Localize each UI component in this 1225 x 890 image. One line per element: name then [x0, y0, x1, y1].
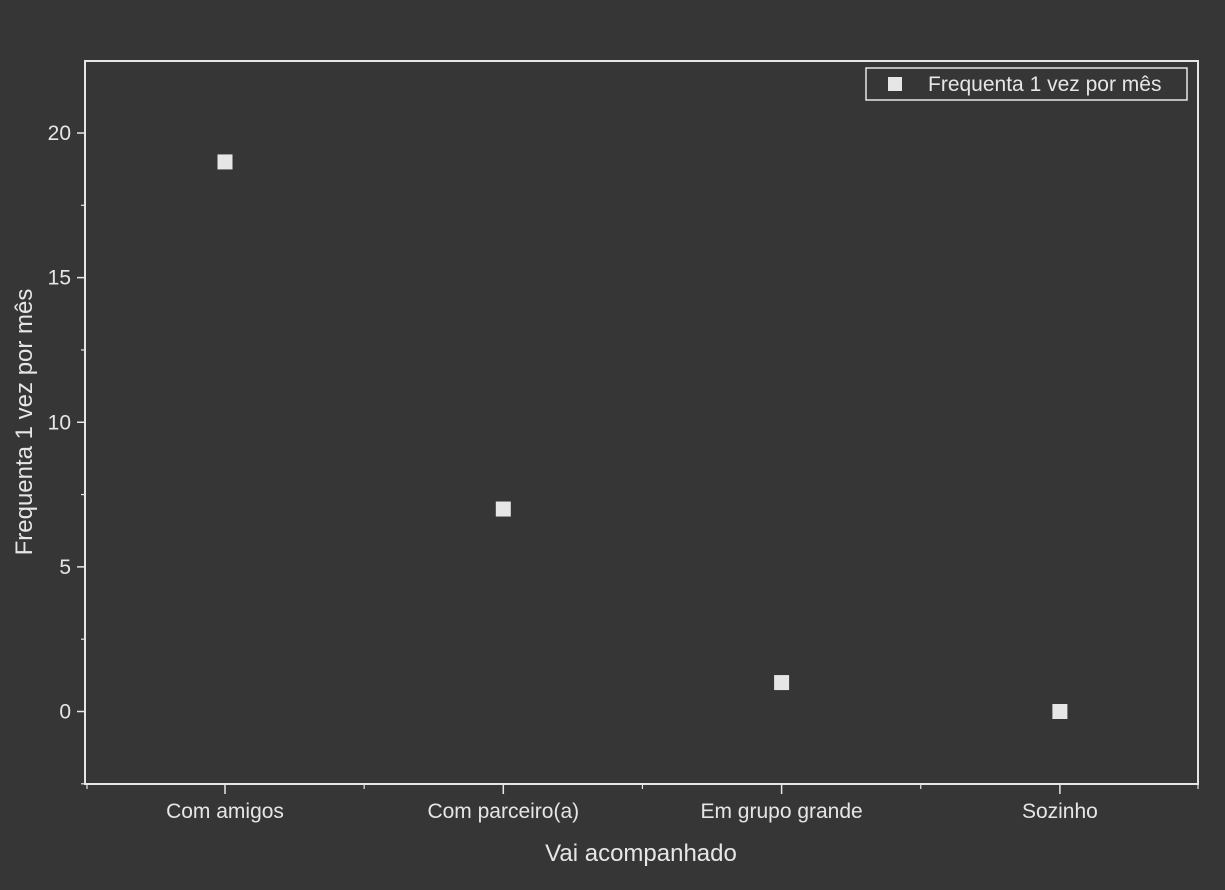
- y-axis: 0 5 10 15 20: [48, 122, 85, 785]
- plot-frame: [84, 60, 1199, 785]
- y-tick-label: 15: [48, 267, 71, 290]
- x-tick-label: Com parceiro(a): [427, 800, 579, 823]
- x-axis-title: Vai acompanhado: [545, 840, 737, 867]
- y-tick-label: 10: [48, 411, 71, 434]
- legend-marker-square: [888, 77, 902, 91]
- y-axis-title: Frequenta 1 vez por mês: [11, 289, 38, 556]
- data-point-com-amigos: [217, 154, 233, 170]
- x-axis: Com amigos Com parceiro(a) Em grupo grande…: [86, 784, 1199, 823]
- legend: Frequenta 1 vez por mês: [865, 67, 1188, 101]
- legend-box: [865, 67, 1188, 101]
- x-tick-label: Em grupo grande: [700, 800, 862, 823]
- x-tick-label: Com amigos: [166, 800, 284, 823]
- data-point-em-grupo-grande: [774, 675, 790, 691]
- data-points: [217, 154, 1068, 719]
- legend-label: Frequenta 1 vez por mês: [928, 73, 1161, 96]
- y-tick-label: 5: [59, 556, 71, 579]
- data-point-com-parceiro-a: [495, 501, 511, 517]
- y-tick-label: 20: [48, 122, 71, 145]
- x-tick-label: Sozinho: [1022, 800, 1098, 823]
- y-tick-label: 0: [59, 701, 71, 724]
- data-point-sozinho: [1052, 704, 1068, 719]
